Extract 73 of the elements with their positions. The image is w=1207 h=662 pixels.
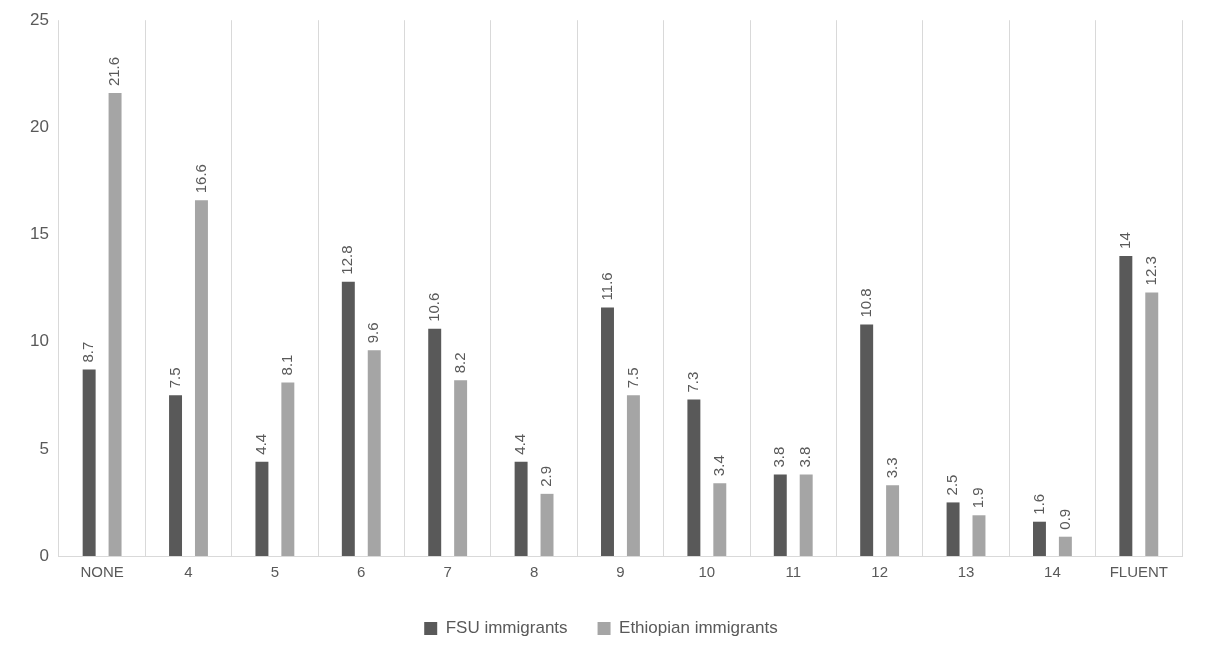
bar xyxy=(367,350,381,556)
data-label: 4.4 xyxy=(252,433,270,455)
data-label: 16.6 xyxy=(191,164,209,194)
data-label: 7.5 xyxy=(165,367,183,389)
legend-label: Ethiopian immigrants xyxy=(619,618,778,638)
bar xyxy=(281,382,295,556)
bar xyxy=(169,395,183,556)
data-label: 12.3 xyxy=(1141,256,1159,286)
data-label: 3.4 xyxy=(709,455,727,477)
bar xyxy=(540,493,554,556)
x-tick-label: FLUENT xyxy=(1109,563,1168,581)
data-label: 8.1 xyxy=(277,354,295,376)
y-tick-label: 0 xyxy=(39,545,49,565)
x-tick-label: 8 xyxy=(529,563,539,581)
x-tick-label: 12 xyxy=(871,563,888,581)
data-label: 7.3 xyxy=(684,371,702,393)
bar xyxy=(1032,521,1046,556)
bar xyxy=(194,200,208,556)
data-label: 3.3 xyxy=(882,457,900,479)
data-label: 10.8 xyxy=(856,288,874,318)
data-label: 8.7 xyxy=(79,341,97,363)
data-label: 10.6 xyxy=(424,292,442,322)
y-tick-label: 10 xyxy=(29,331,49,351)
x-tick-label: 6 xyxy=(357,563,366,581)
x-tick-label: 13 xyxy=(957,563,975,581)
x-tick-label: 11 xyxy=(785,563,802,581)
data-label: 11.6 xyxy=(597,272,615,301)
data-label: 3.8 xyxy=(770,446,788,468)
data-label: 1.9 xyxy=(969,487,987,509)
x-tick-label: 10 xyxy=(698,563,716,581)
x-tick-label: 9 xyxy=(616,563,625,581)
bar xyxy=(82,369,96,556)
bar xyxy=(687,399,701,556)
bar xyxy=(1145,292,1159,556)
data-label: 8.2 xyxy=(450,352,468,374)
data-label: 3.8 xyxy=(796,446,814,468)
x-tick-label: 5 xyxy=(270,563,280,581)
data-label: 21.6 xyxy=(105,56,123,87)
y-tick-label: 5 xyxy=(39,438,49,458)
bar xyxy=(1119,255,1133,556)
x-tick-label: NONE xyxy=(80,563,124,581)
bar xyxy=(713,483,727,556)
data-label: 4.4 xyxy=(511,433,529,455)
data-label: 0.9 xyxy=(1055,508,1073,530)
bar xyxy=(886,485,900,556)
bar xyxy=(341,281,355,556)
bar xyxy=(773,474,787,556)
y-tick-label: 25 xyxy=(29,9,49,29)
data-label: 2.5 xyxy=(943,474,961,496)
x-tick-label: 7 xyxy=(443,563,452,581)
y-tick-label: 20 xyxy=(29,117,49,137)
data-label: 1.6 xyxy=(1029,493,1047,515)
x-tick-label: 4 xyxy=(184,563,193,581)
bar xyxy=(454,380,468,556)
data-label: 7.5 xyxy=(623,367,641,389)
data-label: 12.8 xyxy=(338,245,356,275)
bar xyxy=(108,93,122,556)
bar xyxy=(860,324,874,556)
data-label: 9.6 xyxy=(364,322,382,344)
legend-label: FSU immigrants xyxy=(445,618,568,638)
bar xyxy=(428,328,442,556)
x-tick-label: 14 xyxy=(1044,563,1061,581)
bar xyxy=(799,474,813,556)
bar xyxy=(626,395,640,556)
bar xyxy=(1058,536,1072,556)
data-label: 2.9 xyxy=(537,465,555,487)
bar xyxy=(514,461,528,556)
y-tick-label: 15 xyxy=(29,224,49,244)
data-label: 14 xyxy=(1115,232,1133,249)
bar xyxy=(601,307,614,556)
bar xyxy=(946,502,960,556)
bar xyxy=(255,461,269,556)
bar xyxy=(972,515,986,556)
